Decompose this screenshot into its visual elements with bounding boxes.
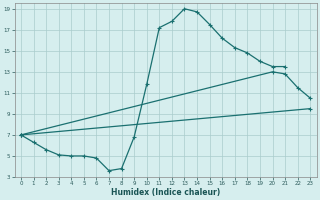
X-axis label: Humidex (Indice chaleur): Humidex (Indice chaleur): [111, 188, 220, 197]
